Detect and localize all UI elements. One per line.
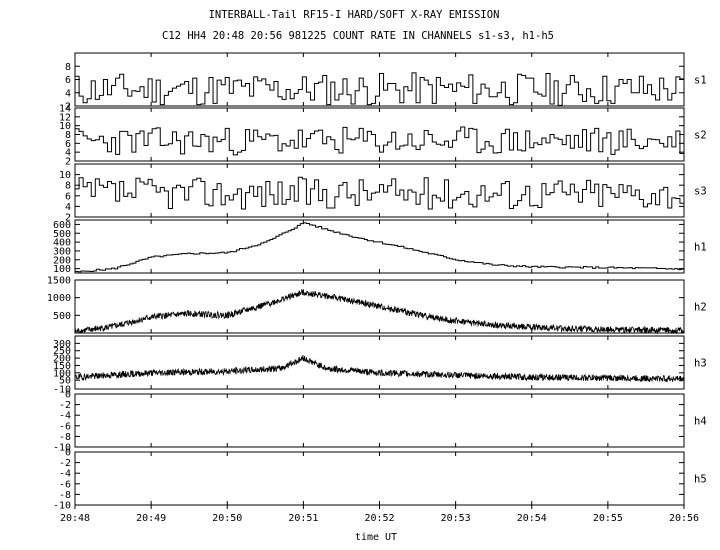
ytick-label-s2: 14 [59, 104, 71, 115]
xaxis-tick-label: 20:54 [517, 513, 547, 524]
ytick-label-h2: 500 [53, 311, 71, 322]
ytick-label-h1: 400 [53, 238, 71, 249]
ytick-label-h5: -4 [59, 469, 71, 480]
ytick-label-s2: 12 [59, 112, 71, 123]
series-line-s2 [75, 126, 684, 156]
channel-label-s3: s3 [694, 186, 707, 198]
ytick-label-s3: 2 [65, 213, 71, 224]
chart-subtitle: C12 HH4 20:48 20:56 981225 COUNT RATE IN… [162, 30, 554, 42]
xaxis-tick-label: 20:53 [441, 513, 471, 524]
ytick-label-s1: 2 [65, 102, 71, 113]
ytick-label-s2: 6 [65, 139, 71, 150]
ytick-label-s1: 8 [65, 62, 71, 73]
ytick-label-h4: -10 [53, 443, 71, 454]
ytick-label-s2: 8 [65, 130, 71, 141]
channel-label-s1: s1 [694, 75, 707, 87]
ytick-label-h1: 600 [53, 220, 71, 231]
ytick-label-h4: -4 [59, 411, 71, 422]
series-line-s1 [75, 72, 684, 106]
xaxis-tick-label: 20:56 [669, 513, 699, 524]
ytick-label-h3: 200 [53, 354, 71, 365]
ytick-label-h1: 200 [53, 255, 71, 266]
panel-frame-h4 [74, 393, 685, 448]
series-line-h1 [75, 222, 684, 273]
ytick-label-s3: 4 [65, 202, 71, 213]
ytick-label-h4: 0 [65, 390, 71, 401]
ytick-label-h5: -8 [59, 490, 71, 501]
panels-group: 8642s11412108642s2108642s360050040030020… [47, 52, 707, 512]
channel-label-h4: h4 [694, 416, 707, 428]
x-axis: 20:48 20:49 20:50 20:51 20:52 20:53 20:54 20:55… [60, 505, 699, 524]
xaxis-tick-label: 20:51 [288, 513, 318, 524]
ytick-label-h5: -2 [59, 458, 71, 469]
ytick-label-h3: 300 [53, 339, 71, 350]
channel-label-h1: h1 [694, 242, 707, 254]
xaxis-tick-label: 20:52 [364, 513, 394, 524]
ytick-label-s1: 4 [65, 88, 71, 99]
panel-h5: 0-2-4-6-8-10 h5 [53, 448, 707, 512]
x-axis-label: time UT [355, 532, 397, 543]
ytick-label-h3: -10 [53, 385, 71, 396]
panel-frame-s2 [74, 107, 685, 162]
panel-frame-h5 [74, 451, 685, 506]
ytick-label-h3: 50 [59, 376, 71, 387]
ytick-label-h5: -6 [59, 479, 71, 490]
ytick-label-s3: 8 [65, 181, 71, 192]
ytick-label-h2: 1000 [47, 293, 71, 304]
ytick-label-h3: 100 [53, 368, 71, 379]
xaxis-tick-label: 20:49 [136, 513, 166, 524]
ytick-label-h4: -6 [59, 421, 71, 432]
xaxis-tick-label: 20:55 [593, 513, 623, 524]
panel-frame-h1 [74, 219, 685, 274]
ytick-label-h2: 1500 [47, 276, 71, 287]
channel-label-h2: h2 [694, 302, 707, 314]
panel-h4: 0-2-4-6-8-10 h4 [53, 390, 707, 454]
ytick-label-s2: 4 [65, 148, 71, 159]
ytick-label-h1: 100 [53, 264, 71, 275]
ytick-label-h1: 300 [53, 246, 71, 257]
ytick-label-h1: 500 [53, 229, 71, 240]
ytick-label-s2: 10 [59, 121, 71, 132]
xaxis-tick-label: 20:50 [212, 513, 242, 524]
xaxis-tick-label: 20:48 [60, 513, 90, 524]
ytick-label-h4: -2 [59, 400, 71, 411]
ytick-label-s3: 10 [59, 170, 71, 181]
panel-s1: 8 6 4 2 s1 [65, 52, 707, 113]
channel-label-s2: s2 [694, 130, 707, 142]
ytick-label-s3: 6 [65, 191, 71, 202]
ytick-label-h3: 250 [53, 346, 71, 357]
channel-label-h5: h5 [694, 474, 707, 486]
ytick-label-h4: -8 [59, 432, 71, 443]
ytick-label-h3: 150 [53, 361, 71, 372]
series-line-s3 [75, 176, 684, 210]
ytick-label-s1: 6 [65, 75, 71, 86]
panel-frame-h3 [74, 335, 685, 390]
channel-label-h3: h3 [694, 358, 707, 370]
series-line-h2 [74, 288, 685, 335]
ytick-label-h5: -10 [53, 501, 71, 512]
series-line-h3 [74, 355, 685, 383]
ytick-label-h5: 0 [65, 448, 71, 459]
chart-title: INTERBALL-Tail RF15-I HARD/SOFT X-RAY EM… [209, 9, 500, 21]
panel-h2: 1500 1000 500 h2 [47, 276, 707, 335]
ytick-label-s2: 2 [65, 157, 71, 168]
